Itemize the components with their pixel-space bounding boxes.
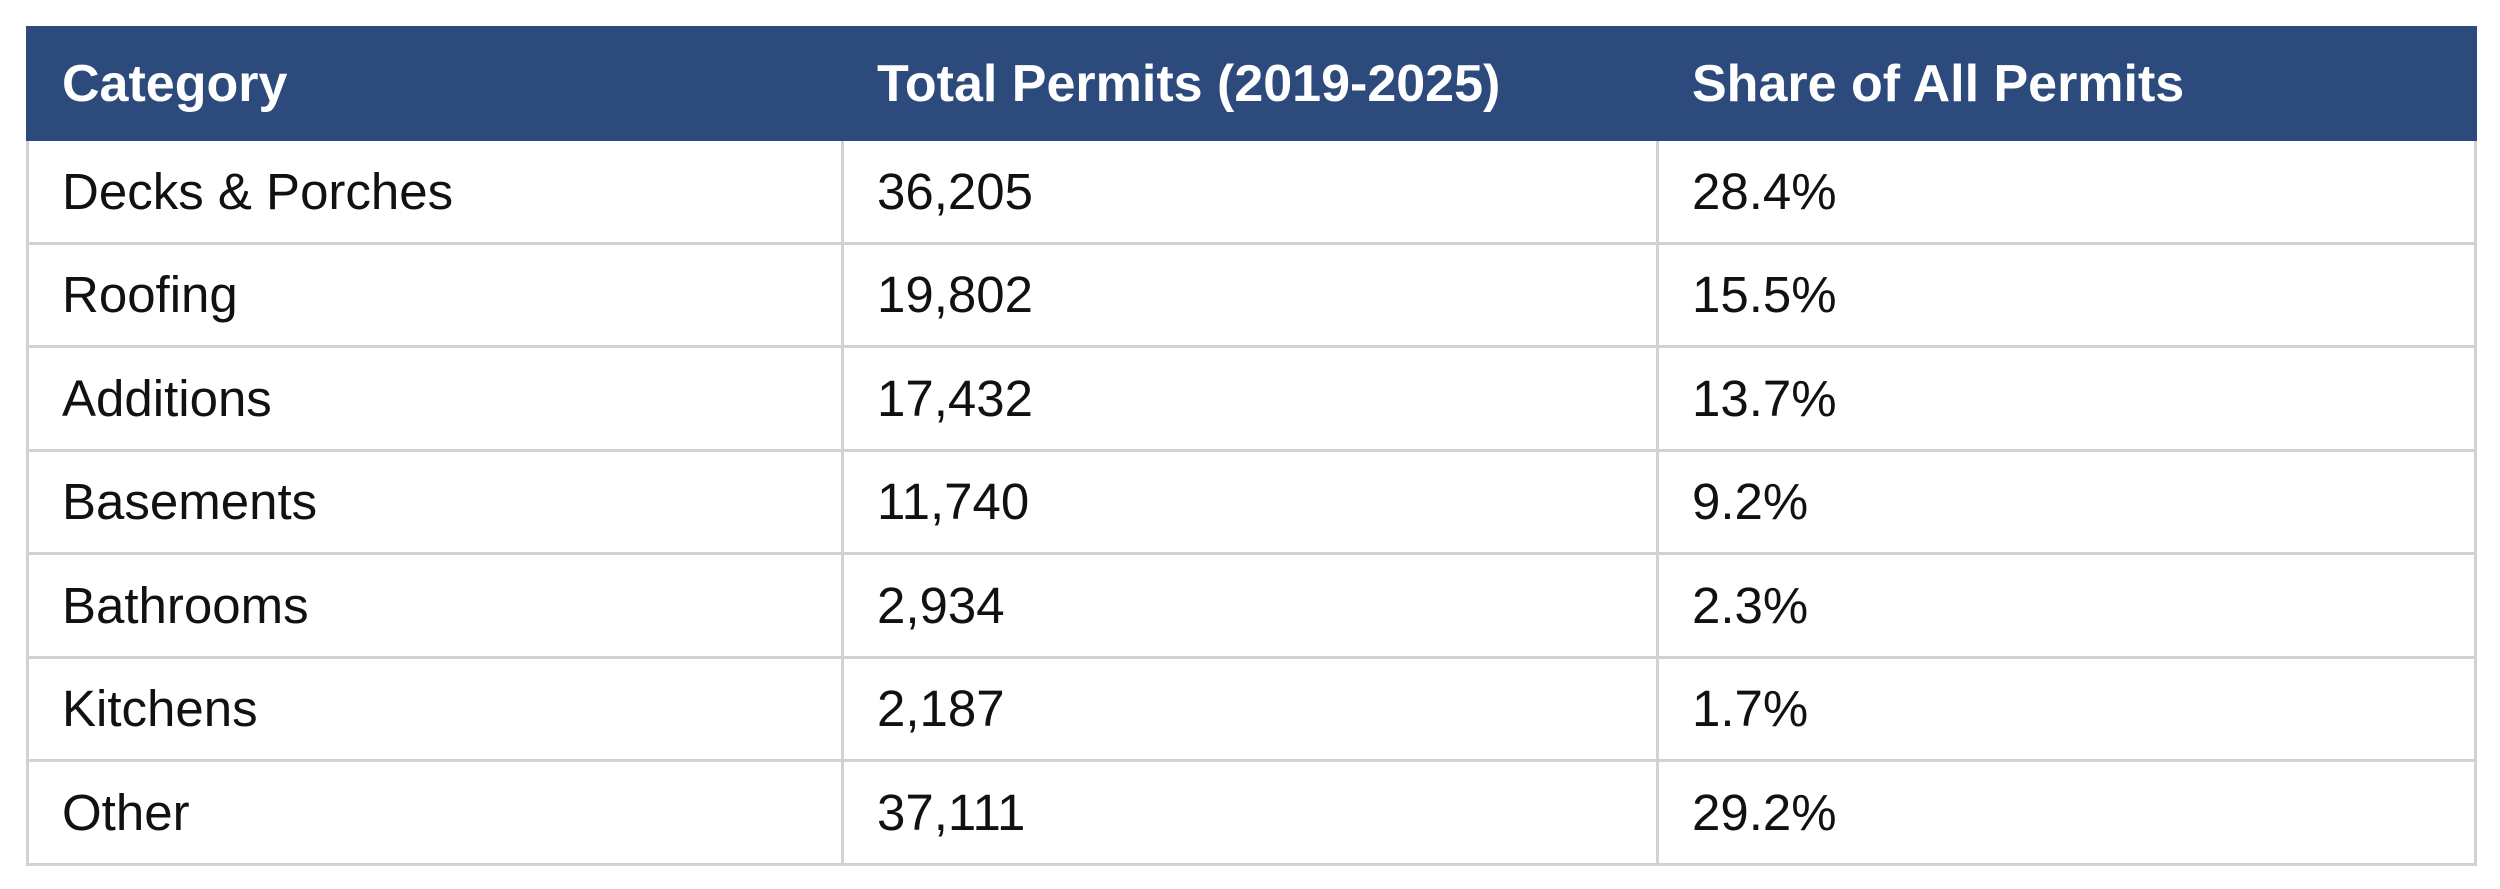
cell-category: Other	[26, 759, 844, 866]
table-header: Category Total Permits (2019-2025) Share…	[26, 26, 2477, 141]
cell-category: Bathrooms	[26, 552, 844, 659]
table-row: Additions 17,432 13.7%	[26, 345, 2477, 452]
cell-total-permits: 11,740	[841, 448, 1659, 555]
permits-table-container: Category Total Permits (2019-2025) Share…	[26, 26, 2477, 866]
cell-category: Roofing	[26, 241, 844, 348]
header-share: Share of All Permits	[1656, 26, 2477, 141]
header-row: Category Total Permits (2019-2025) Share…	[26, 26, 2477, 141]
cell-share: 29.2%	[1656, 759, 2477, 866]
header-category: Category	[26, 26, 844, 141]
cell-category: Decks & Porches	[26, 138, 844, 245]
cell-share: 15.5%	[1656, 241, 2477, 348]
cell-total-permits: 2,187	[841, 655, 1659, 762]
cell-total-permits: 37,111	[841, 759, 1659, 866]
table-body: Decks & Porches 36,205 28.4% Roofing 19,…	[26, 138, 2477, 866]
table-row: Kitchens 2,187 1.7%	[26, 655, 2477, 762]
cell-share: 28.4%	[1656, 138, 2477, 245]
cell-total-permits: 2,934	[841, 552, 1659, 659]
cell-total-permits: 36,205	[841, 138, 1659, 245]
table-row: Basements 11,740 9.2%	[26, 448, 2477, 555]
permits-table: Category Total Permits (2019-2025) Share…	[26, 26, 2477, 866]
cell-total-permits: 17,432	[841, 345, 1659, 452]
cell-share: 13.7%	[1656, 345, 2477, 452]
table-row: Decks & Porches 36,205 28.4%	[26, 138, 2477, 245]
table-row: Roofing 19,802 15.5%	[26, 241, 2477, 348]
header-total-permits: Total Permits (2019-2025)	[841, 26, 1659, 141]
cell-share: 2.3%	[1656, 552, 2477, 659]
cell-category: Additions	[26, 345, 844, 452]
table-row: Other 37,111 29.2%	[26, 759, 2477, 866]
table-row: Bathrooms 2,934 2.3%	[26, 552, 2477, 659]
cell-category: Kitchens	[26, 655, 844, 762]
cell-share: 9.2%	[1656, 448, 2477, 555]
cell-total-permits: 19,802	[841, 241, 1659, 348]
cell-share: 1.7%	[1656, 655, 2477, 762]
cell-category: Basements	[26, 448, 844, 555]
